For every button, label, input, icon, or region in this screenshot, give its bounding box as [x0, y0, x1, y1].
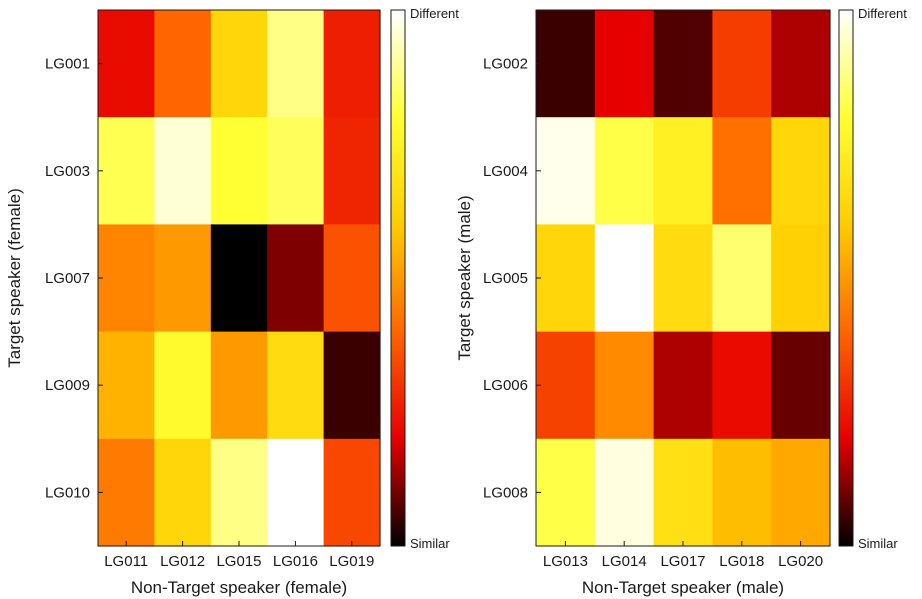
heatmap-cell-LG008-LG020	[771, 438, 831, 547]
heatmap-cell-LG004-LG017	[653, 117, 713, 225]
x-axis-label: Non-Target speaker (female)	[131, 578, 347, 597]
heatmap-cell-LG004-LG020	[771, 117, 831, 225]
x-tick-label: LG014	[602, 553, 647, 570]
y-tick-label: LG005	[483, 270, 528, 287]
heatmap-cell-LG010-LG015	[210, 438, 268, 547]
y-tick-label: LG003	[45, 163, 90, 180]
x-axis-label: Non-Target speaker (male)	[582, 578, 784, 597]
heatmap-cell-LG001-LG015	[210, 10, 268, 118]
heatmap-cell-LG003-LG011	[98, 117, 155, 225]
y-tick-label: LG002	[483, 56, 528, 73]
heatmap-cell-LG002-LG013	[536, 10, 596, 118]
heatmap-cell-LG004-LG013	[536, 117, 596, 225]
colorbar	[838, 9, 854, 547]
heatmap-cell-LG007-LG012	[154, 224, 212, 333]
heatmap-cell-LG001-LG019	[323, 10, 381, 118]
male-heatmap-panel: LG013 LG014 LG017 LG018 LG020 LG002 LG004 LG005…	[455, 6, 907, 597]
x-tick-label: LG012	[160, 553, 205, 570]
heatmap-cell-LG007-LG015	[210, 224, 268, 333]
heatmap-cell-LG003-LG019	[323, 117, 381, 225]
heatmap-cell-LG010-LG012	[154, 438, 212, 547]
heatmap-cell-LG002-LG014	[594, 10, 655, 118]
x-tick-label: LG011	[104, 553, 148, 570]
x-tick-label: LG019	[329, 553, 374, 570]
y-tick-label: LG001	[45, 56, 90, 73]
heatmap-cell-LG009-LG015	[210, 331, 268, 440]
y-tick-label: LG010	[45, 484, 90, 501]
heatmap-cell-LG007-LG016	[267, 224, 325, 333]
colorbar-bottom-label: Similar	[410, 536, 450, 551]
heatmap-cell-LG003-LG016	[267, 117, 325, 225]
heatmap-cell-LG008-LG014	[594, 438, 655, 547]
x-tick-label: LG020	[778, 553, 823, 570]
heatmap-cell-LG008-LG018	[712, 438, 772, 547]
heatmap-cell-LG006-LG017	[653, 331, 713, 440]
colorbar-top-label: Different	[410, 6, 459, 21]
heatmap-cell-LG001-LG012	[154, 10, 212, 118]
heatmap-cell-LG005-LG014	[594, 224, 655, 333]
heatmap-cell-LG009-LG016	[267, 331, 325, 440]
colorbar-top-label: Different	[858, 6, 907, 21]
y-axis-label: Target speaker (male)	[455, 195, 474, 360]
heatmap-cell-LG004-LG014	[594, 117, 655, 225]
heatmap-cell-LG006-LG020	[771, 331, 831, 440]
x-tick-label: LG015	[216, 553, 261, 570]
heatmap-cell-LG001-LG011	[98, 10, 155, 118]
heatmap-cell-LG010-LG016	[267, 438, 325, 547]
female-heatmap-panel: LG011 LG012 LG015 LG016 LG019 LG001 LG003 LG007…	[5, 6, 459, 597]
heatmap-cell-LG009-LG019	[323, 331, 381, 440]
heatmap-cell-LG006-LG018	[712, 331, 772, 440]
heatmap-cell-LG003-LG012	[154, 117, 212, 225]
heatmap-cell-LG006-LG013	[536, 331, 596, 440]
heatmap-cell-LG004-LG018	[712, 117, 772, 225]
x-tick-label: LG017	[660, 553, 705, 570]
heatmap-cell-LG009-LG012	[154, 331, 212, 440]
heatmap-cell-LG007-LG011	[98, 224, 155, 333]
heatmap-cell-LG007-LG019	[323, 224, 381, 333]
y-tick-label: LG009	[45, 377, 90, 394]
heatmap-cell-LG001-LG016	[267, 10, 325, 118]
y-tick-label: LG008	[483, 484, 528, 501]
y-tick-label: LG004	[483, 163, 528, 180]
heatmap-cell-LG005-LG018	[712, 224, 772, 333]
heatmap-cell-LG006-LG014	[594, 331, 655, 440]
x-tick-label: LG013	[543, 553, 588, 570]
y-axis-label: Target speaker (female)	[5, 188, 24, 368]
y-tick-label: LG006	[483, 377, 528, 394]
heatmap-cell-LG005-LG020	[771, 224, 831, 333]
heatmap-cell-LG005-LG013	[536, 224, 596, 333]
heatmap-cell-LG002-LG017	[653, 10, 713, 118]
colorbar-bottom-label: Similar	[858, 536, 898, 551]
heatmap-cell-LG010-LG019	[323, 438, 381, 547]
heatmap-cell-LG008-LG017	[653, 438, 713, 547]
heatmap-cell-LG002-LG018	[712, 10, 772, 118]
heatmap-cell-LG005-LG017	[653, 224, 713, 333]
heatmap-cell-LG002-LG020	[771, 10, 831, 118]
y-tick-label: LG007	[45, 270, 90, 287]
x-tick-label: LG016	[273, 553, 318, 570]
x-tick-label: LG018	[719, 553, 764, 570]
colorbar	[390, 9, 406, 547]
heatmap-cell-LG003-LG015	[210, 117, 268, 225]
heatmap-cell-LG008-LG013	[536, 438, 596, 547]
heatmap-cell-LG009-LG011	[98, 331, 155, 440]
heatmap-cell-LG010-LG011	[98, 438, 155, 547]
